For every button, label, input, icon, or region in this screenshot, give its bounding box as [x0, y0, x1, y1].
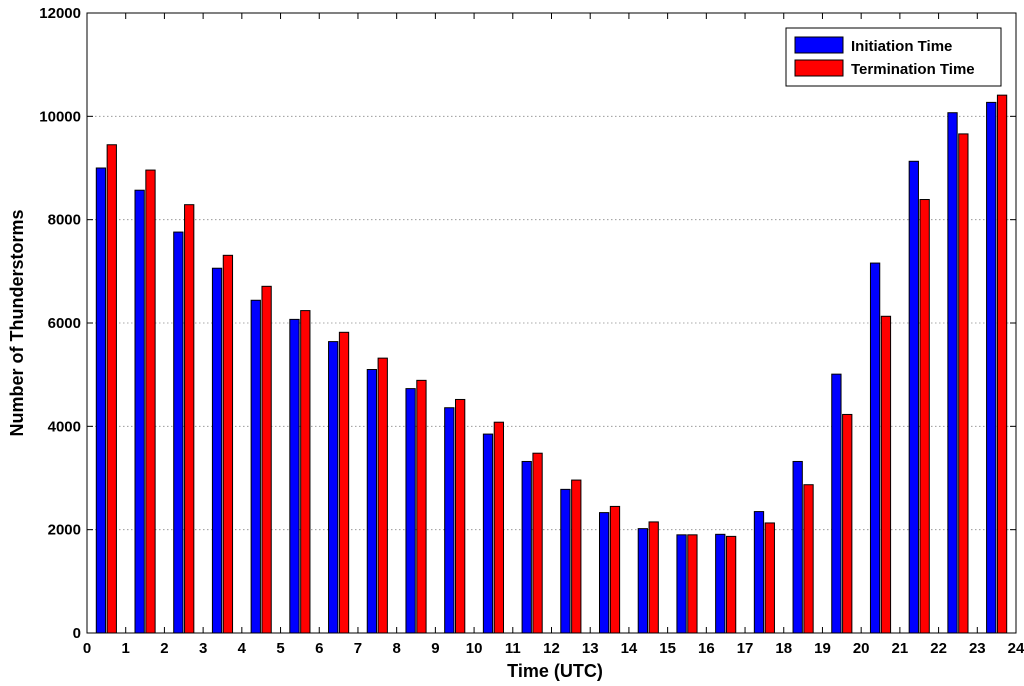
bar-initiation-1.5: [134, 189, 145, 634]
bar-termination-6.5: [338, 331, 350, 634]
y-axis-title: Number of Thunderstorms: [7, 209, 27, 436]
bar-termination-7.5: [377, 357, 388, 634]
bar-termination-5.5: [300, 310, 311, 634]
x-tick-label: 21: [892, 640, 909, 657]
legend: Initiation Time Termination Time: [785, 27, 1002, 87]
bar-initiation-5.5: [289, 318, 300, 634]
bar-initiation-17.5: [753, 511, 765, 634]
x-axis-title: Time (UTC): [507, 661, 603, 681]
bar-termination-15.5: [687, 534, 698, 634]
bar-termination-16.5: [725, 535, 737, 634]
y-tick-label: 8000: [48, 212, 81, 229]
bar-termination-11.5: [532, 452, 543, 634]
x-tick-label: 3: [199, 640, 207, 657]
bar-termination-3.5: [222, 254, 234, 634]
bar-termination-12.5: [571, 479, 582, 634]
bar-initiation-10.5: [482, 433, 494, 634]
bar-initiation-23.5: [986, 101, 997, 634]
x-tick-label: 14: [621, 640, 638, 657]
x-tick-label: 19: [814, 640, 831, 657]
x-tick-label: 22: [930, 640, 947, 657]
bar-initiation-20.5: [869, 262, 881, 634]
x-tick-label: 23: [969, 640, 986, 657]
x-tick-label: 12: [543, 640, 560, 657]
x-tick-label: 13: [582, 640, 599, 657]
bar-termination-4.5: [261, 285, 272, 634]
y-tick-label: 6000: [48, 315, 81, 332]
bar-termination-0.5: [106, 144, 117, 634]
x-tick-label: 6: [315, 640, 323, 657]
legend-swatch-termination: [794, 59, 844, 77]
bar-termination-13.5: [609, 505, 621, 634]
bar-initiation-18.5: [792, 460, 803, 634]
bar-initiation-15.5: [676, 534, 687, 634]
bar-initiation-8.5: [405, 388, 416, 634]
bar-initiation-11.5: [521, 460, 532, 634]
y-tick-label: 2000: [48, 522, 81, 539]
x-tick-label: 7: [354, 640, 362, 657]
legend-swatch-initiation: [794, 36, 844, 54]
bar-initiation-13.5: [598, 512, 610, 634]
bar-initiation-9.5: [444, 407, 455, 634]
x-tick-label: 10: [466, 640, 483, 657]
bar-termination-18.5: [803, 484, 814, 634]
legend-label-termination: Termination Time: [851, 61, 975, 78]
y-tick-label: 4000: [48, 418, 81, 435]
bar-termination-19.5: [842, 413, 853, 634]
bar-initiation-6.5: [328, 341, 339, 634]
bar-termination-20.5: [880, 315, 892, 634]
bar-initiation-21.5: [908, 160, 919, 634]
x-tick-label: 5: [276, 640, 284, 657]
bar-initiation-16.5: [715, 533, 726, 634]
x-tick-label: 15: [659, 640, 676, 657]
axis-ticks: [86, 12, 1017, 634]
bar-termination-2.5: [184, 204, 195, 634]
legend-label-initiation: Initiation Time: [851, 38, 952, 55]
bar-initiation-22.5: [947, 112, 958, 634]
bars: [95, 94, 1008, 634]
x-tick-label: 1: [122, 640, 130, 657]
bar-initiation-7.5: [366, 369, 378, 634]
bar-termination-17.5: [764, 522, 775, 634]
x-tick-label: 11: [505, 640, 521, 657]
bar-termination-1.5: [145, 169, 156, 634]
bar-initiation-4.5: [250, 299, 261, 634]
x-tick-label: 8: [392, 640, 400, 657]
x-tick-label: 0: [83, 640, 91, 657]
x-tick-label: 9: [431, 640, 439, 657]
y-tick-label: 10000: [39, 108, 81, 125]
bar-initiation-19.5: [831, 373, 842, 634]
y-tick-label: 0: [73, 625, 81, 642]
x-tick-label: 20: [853, 640, 870, 657]
x-tick-label: 4: [238, 640, 247, 657]
bar-initiation-14.5: [637, 528, 648, 634]
x-tick-label: 24: [1008, 640, 1024, 657]
bar-termination-22.5: [958, 133, 969, 634]
bar-termination-8.5: [416, 379, 427, 634]
bar-initiation-3.5: [211, 267, 223, 634]
bar-termination-14.5: [648, 521, 659, 634]
grid-lines: [87, 115, 1016, 531]
bar-termination-9.5: [455, 398, 466, 634]
bar-termination-21.5: [919, 199, 930, 634]
x-tick-label: 18: [775, 640, 792, 657]
y-tick-label: 12000: [39, 5, 81, 22]
bar-initiation-2.5: [173, 231, 184, 634]
x-tick-label: 17: [737, 640, 754, 657]
bar-termination-23.5: [996, 94, 1008, 634]
bar-termination-10.5: [493, 421, 505, 634]
x-tick-label: 16: [698, 640, 715, 657]
bar-initiation-12.5: [560, 488, 571, 634]
x-tick-label: 2: [160, 640, 168, 657]
bar-initiation-0.5: [95, 167, 107, 634]
